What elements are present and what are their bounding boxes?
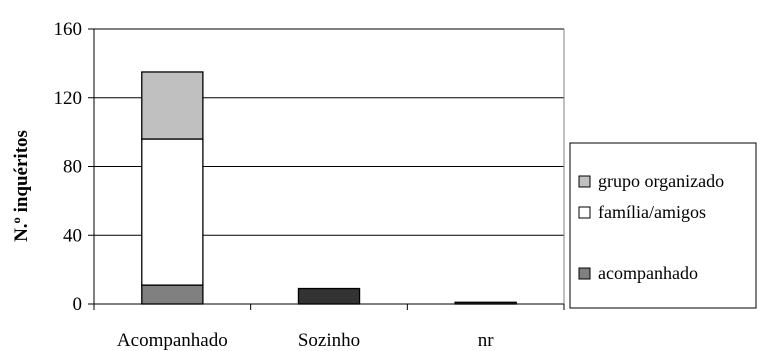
legend-swatch — [578, 267, 591, 280]
bars — [141, 71, 517, 305]
x-category-labels: Acompanhado Sozinho nr — [117, 330, 494, 351]
bar-segment — [297, 287, 361, 305]
legend-label: acompanhado — [598, 263, 698, 283]
bar-segment — [141, 284, 204, 305]
bar-segment — [141, 138, 204, 286]
y-tick-label: 80 — [63, 157, 82, 178]
axes — [88, 28, 565, 310]
y-tick-labels: 0 40 80 120 160 — [54, 19, 83, 315]
y-tick-label: 0 — [73, 294, 83, 315]
legend-swatch — [578, 206, 591, 219]
y-tick-label: 40 — [63, 225, 82, 246]
legend-label: família/amigos — [598, 202, 706, 222]
x-category-label: Sozinho — [298, 330, 360, 351]
legend-swatch — [578, 175, 591, 188]
y-tick-label: 120 — [54, 88, 83, 109]
legend-label: grupo organizado — [598, 171, 724, 191]
bar-segment — [141, 71, 204, 140]
legend: grupo organizado família/amigos acompanhad… — [569, 142, 757, 309]
y-axis-title: N.º inquéritos — [11, 130, 32, 242]
x-category-label: Acompanhado — [117, 330, 228, 351]
y-tick-label: 160 — [54, 19, 83, 40]
x-category-label: nr — [478, 330, 495, 351]
legend-box — [569, 142, 757, 309]
